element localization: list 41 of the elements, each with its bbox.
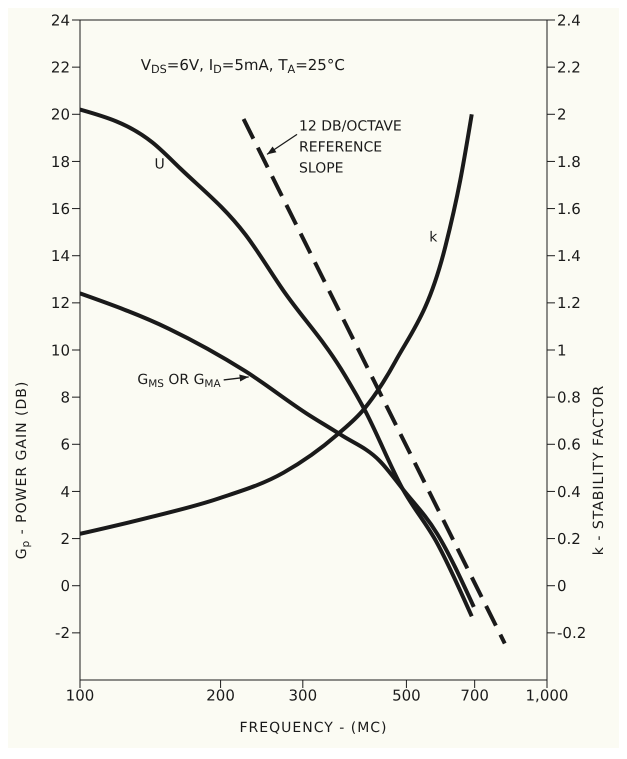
x-axis-title: FREQUENCY - (MC) bbox=[239, 720, 388, 736]
y2-tick-label: 1.8 bbox=[557, 152, 581, 171]
y-tick-label: -2 bbox=[55, 624, 70, 642]
x-tick-label: 200 bbox=[206, 686, 235, 705]
y2-tick-label: 0.2 bbox=[557, 530, 581, 548]
x-tick-label: 500 bbox=[392, 686, 421, 705]
series-label: k bbox=[429, 229, 438, 246]
y2-axis-title: k - STABILITY FACTOR bbox=[591, 384, 607, 556]
y-tick-label: 2 bbox=[60, 530, 70, 548]
y-tick-label: 8 bbox=[60, 388, 70, 406]
annotation: 12 DB/OCTAVE REFERENCE SLOPE bbox=[299, 118, 402, 176]
y-tick-label: 18 bbox=[50, 152, 70, 171]
y-tick-label: 22 bbox=[50, 58, 70, 76]
y-tick-label: 14 bbox=[50, 247, 70, 266]
y2-tick-label: 1.2 bbox=[557, 294, 581, 312]
y2-tick-label: 2 bbox=[557, 106, 567, 124]
y-tick-label: 12 bbox=[50, 294, 70, 312]
y2-tick-label: 1.6 bbox=[557, 200, 581, 218]
y-tick-label: 24 bbox=[50, 11, 70, 30]
y2-tick-label: 1.4 bbox=[557, 247, 581, 266]
y-tick-label: 6 bbox=[60, 436, 70, 454]
y2-tick-label: 2.4 bbox=[557, 11, 581, 30]
y2-tick-label: -0.2 bbox=[557, 624, 586, 642]
y-tick-label: 20 bbox=[50, 106, 70, 124]
x-tick-label: 1,000 bbox=[526, 686, 568, 705]
y2-tick-label: 0.8 bbox=[557, 388, 581, 406]
y2-tick-label: 2.2 bbox=[557, 58, 581, 76]
y-tick-label: 10 bbox=[50, 341, 70, 360]
y-tick-label: 16 bbox=[50, 200, 70, 218]
y2-tick-label: 0.6 bbox=[557, 436, 581, 454]
x-tick-label: 300 bbox=[288, 686, 318, 705]
annotation: V$_{DS}$=6V, I$_{D}$=5mA, T$_{A}$=25°C bbox=[140, 56, 345, 76]
series-label: U bbox=[154, 156, 165, 173]
y-tick-label: 0 bbox=[60, 577, 70, 596]
y2-tick-label: 0.4 bbox=[557, 482, 581, 501]
y-tick-label: 4 bbox=[60, 482, 70, 501]
annotation: G$_{MS}$ OR G$_{MA}$ bbox=[137, 372, 222, 390]
x-tick-label: 100 bbox=[66, 686, 94, 705]
y2-tick-label: 0 bbox=[557, 577, 567, 596]
y2-tick-label: 1 bbox=[557, 341, 567, 360]
x-tick-label: 700 bbox=[460, 686, 489, 705]
